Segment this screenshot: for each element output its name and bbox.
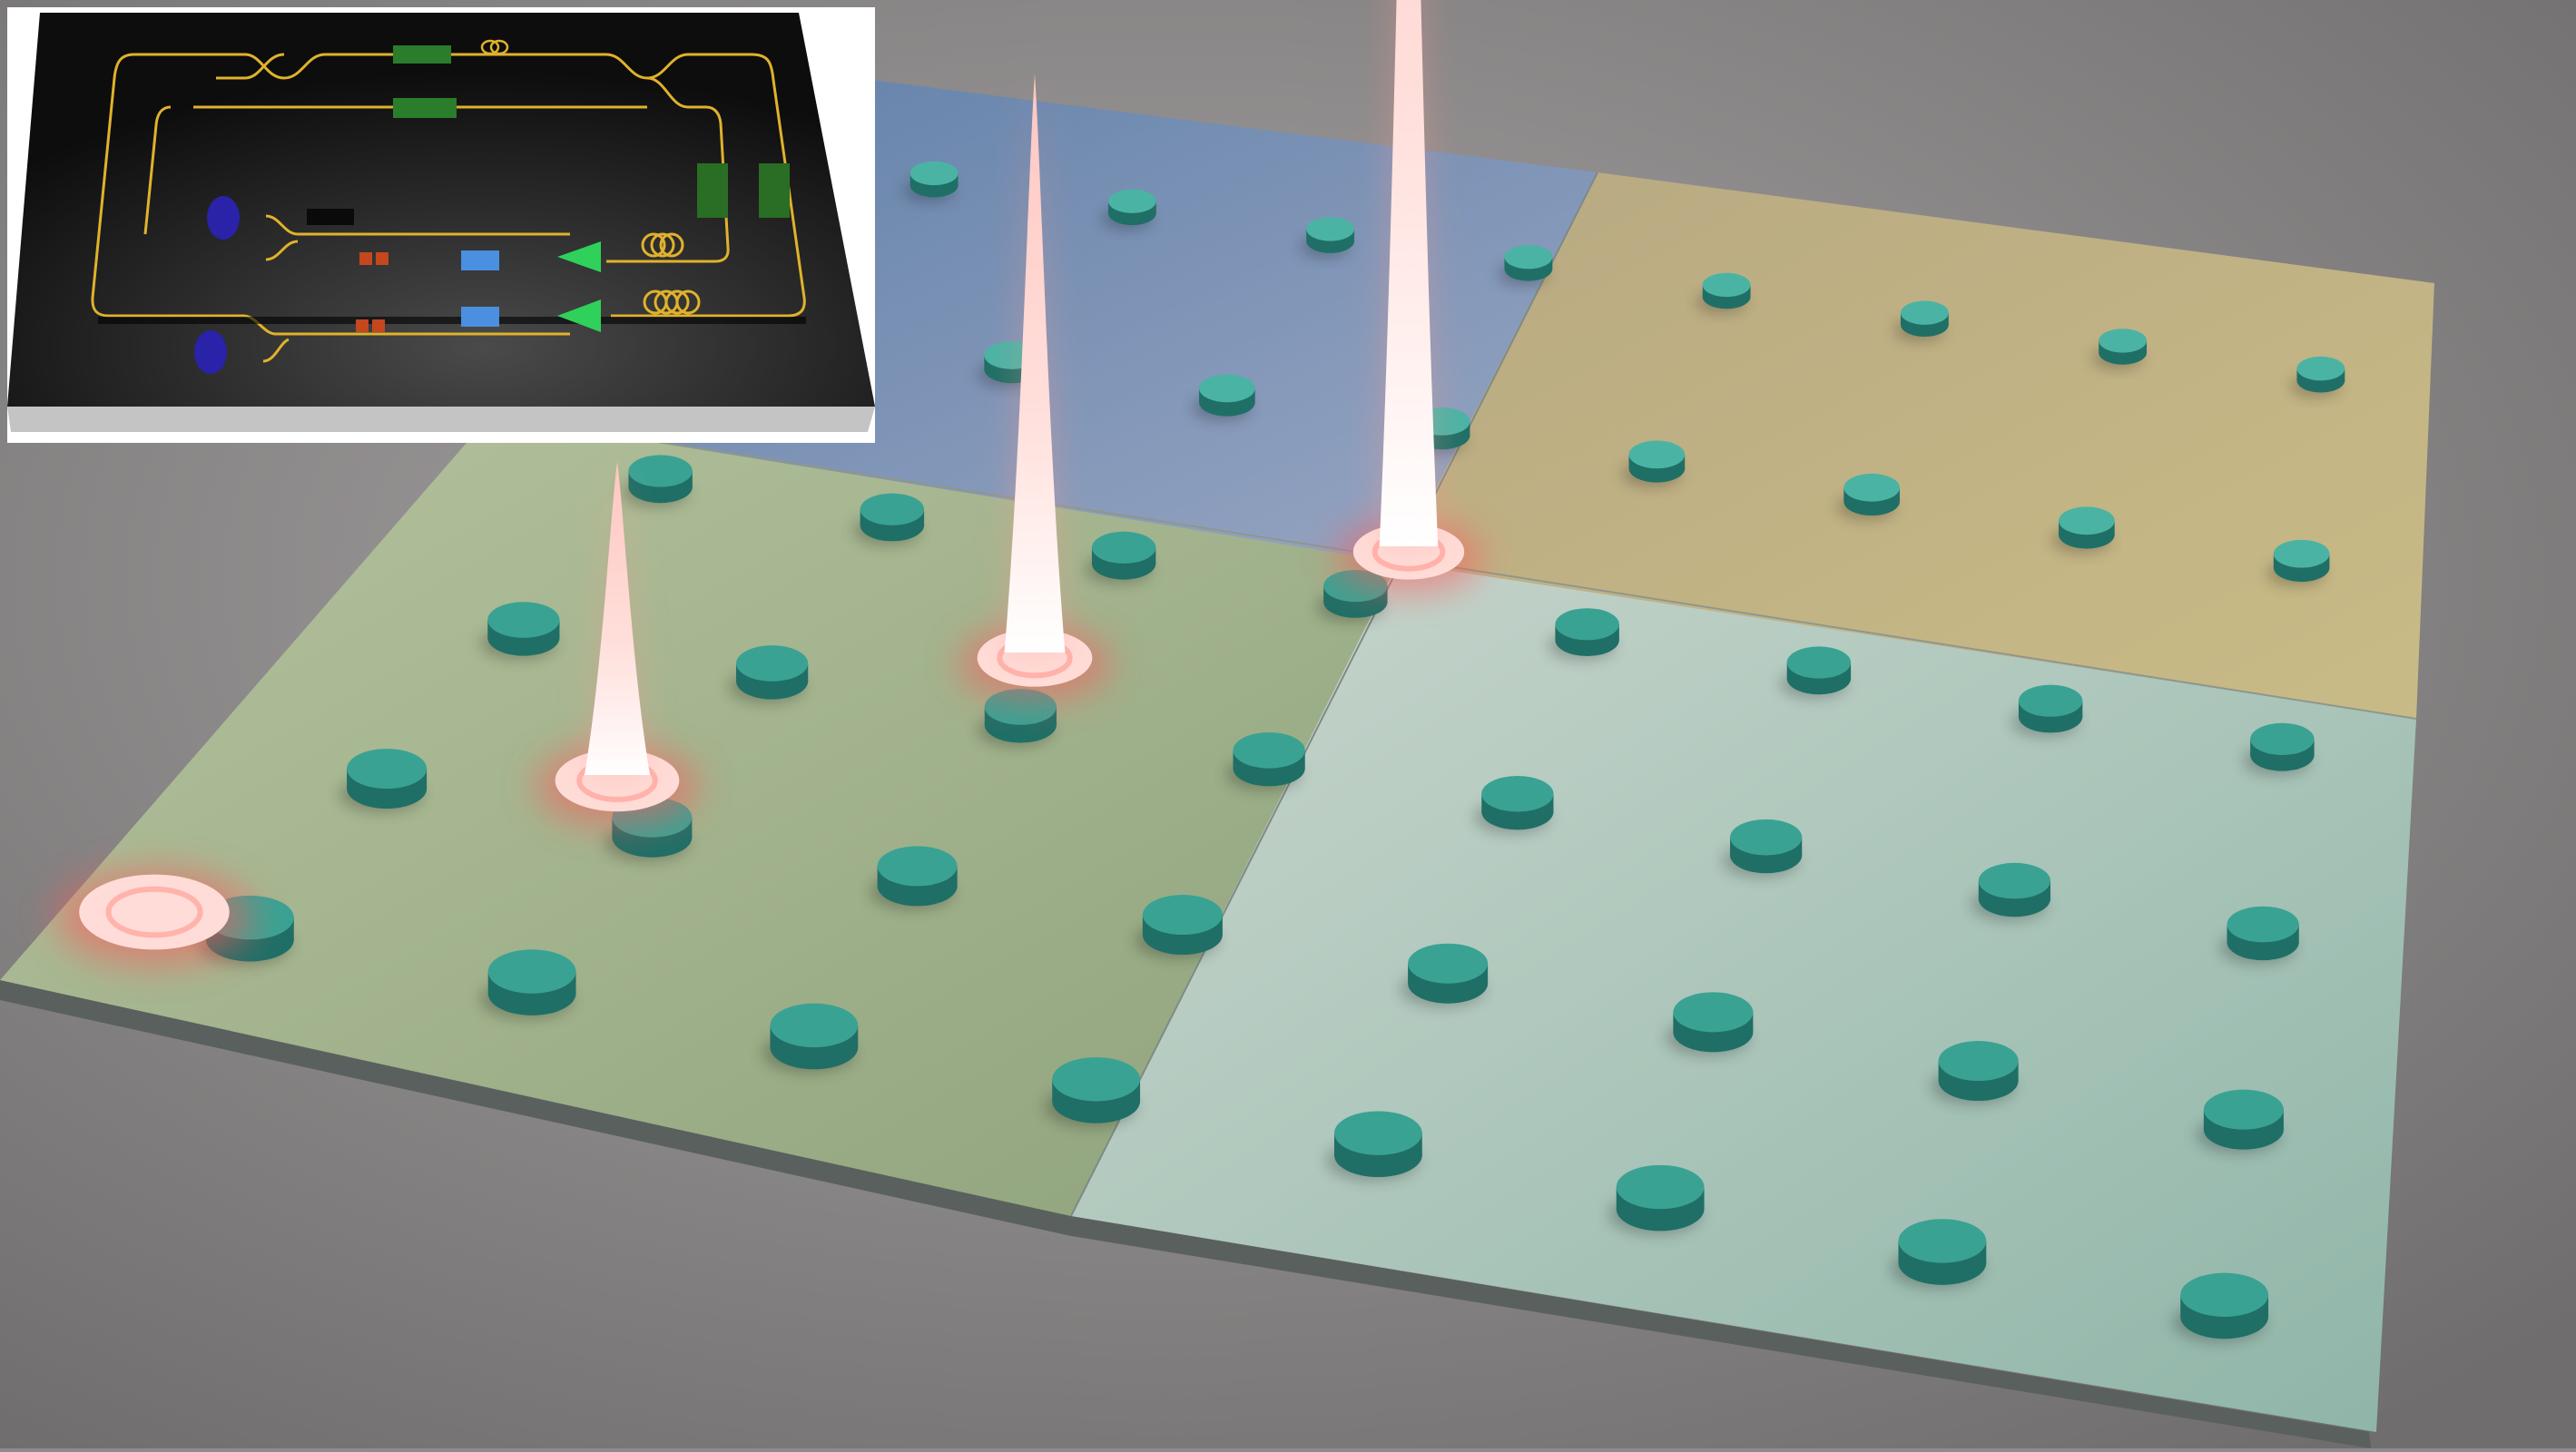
chip-side: [7, 407, 875, 432]
pillar: [2219, 906, 2299, 965]
pillar: [2196, 1089, 2284, 1153]
plate-edge: [0, 980, 2371, 1448]
phase-shifter-icon: [393, 98, 457, 118]
pillar: [1316, 570, 1388, 623]
phase-shifter-icon: [759, 163, 790, 218]
pillar: [1696, 272, 1751, 313]
pillar: [339, 749, 428, 812]
pillar: [762, 1003, 859, 1073]
pillar: [1666, 992, 1754, 1056]
intensity-peak: [54, 869, 254, 966]
coil-icon: [643, 289, 701, 315]
amplifier-icon: [557, 241, 601, 272]
filter-icon: [461, 307, 499, 327]
peak-array: [54, 0, 1482, 966]
intensity-peak: [959, 74, 1111, 701]
coil-icon: [480, 39, 509, 55]
pillar: [1723, 819, 1803, 878]
pillar: [1931, 1041, 2019, 1104]
pillar: [2051, 506, 2115, 554]
pillar: [1779, 646, 1852, 699]
pillar: [2290, 356, 2345, 397]
pillar: [852, 493, 925, 545]
pillar-array: [198, 161, 2345, 1342]
pillar: [1400, 943, 1489, 1007]
pillar: [1101, 189, 1156, 230]
pillar: [1548, 608, 1619, 661]
pillar: [1225, 732, 1305, 790]
pillar: [1044, 1057, 1141, 1127]
boundary-vertical: [1070, 172, 1598, 1217]
pillar: [1192, 374, 1255, 421]
pillar: [621, 455, 693, 507]
pillar: [1085, 531, 1156, 584]
pillar: [1326, 1111, 1422, 1181]
coil-icon: [641, 232, 684, 258]
modulator-icon: [359, 252, 372, 265]
pillar: [1498, 244, 1553, 286]
circuit-inset: [7, 7, 875, 443]
pillar: [1622, 440, 1686, 487]
modulator-icon: [376, 252, 388, 265]
pillar: [2172, 1272, 2269, 1342]
pillar: [977, 689, 1057, 747]
pillar: [2011, 684, 2083, 737]
pillar: [2266, 539, 2330, 586]
terminator: [307, 209, 354, 225]
pillar: [729, 645, 809, 703]
pillar: [2091, 329, 2148, 369]
pillar: [1971, 862, 2050, 921]
pillar: [1135, 895, 1223, 958]
phase-shifter-icon: [697, 163, 728, 218]
amplifier-icon: [557, 299, 601, 332]
detector-icon: [194, 330, 227, 374]
phase-shifter-icon: [393, 45, 451, 64]
detector-icon: [207, 196, 240, 240]
pillar: [480, 602, 560, 660]
pillar: [2243, 722, 2315, 775]
pillar: [1608, 1164, 1705, 1235]
region-bottom-right: [1071, 563, 2416, 1432]
intensity-peak: [1335, 0, 1482, 594]
region-top-right: [1398, 172, 2434, 719]
modulator-icon: [372, 319, 385, 332]
pillar: [480, 949, 576, 1019]
photonic-chip: [7, 13, 875, 432]
intensity-peak: [535, 462, 700, 826]
pillar: [1893, 300, 1949, 341]
filter-icon: [461, 250, 499, 270]
modulator-icon: [356, 319, 369, 332]
pillar: [1299, 217, 1355, 258]
pillar: [903, 161, 959, 202]
chip-top: [7, 13, 875, 407]
pillar: [1891, 1219, 1987, 1289]
pillar: [870, 846, 958, 910]
pillar: [1836, 473, 1900, 520]
pillar: [1474, 775, 1554, 834]
